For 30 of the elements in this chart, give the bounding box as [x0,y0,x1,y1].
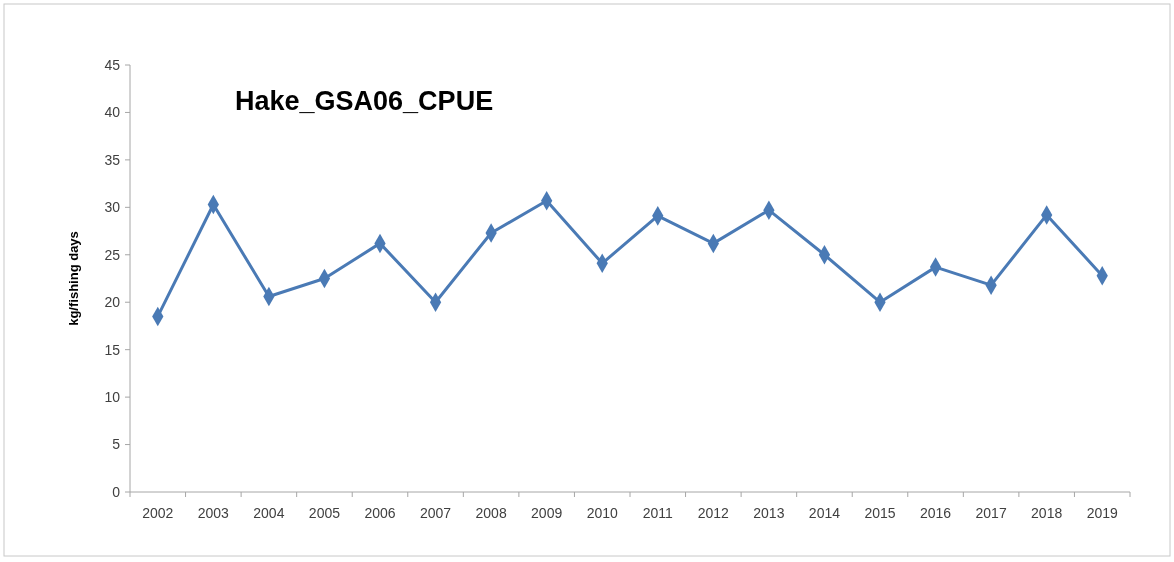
y-axis-title: kg/fishing days [66,231,81,326]
x-tick-label: 2010 [586,505,618,521]
x-tick-label: 2011 [642,505,674,521]
y-tick-label: 20 [104,294,121,311]
y-tick-label: 15 [104,341,121,358]
x-tick-label: 2012 [697,505,730,521]
x-tick-label: 2016 [919,505,952,521]
x-tick-label: 2017 [975,505,1007,521]
text: Hake_GSA06_CPUE [235,86,494,116]
x-tick-label: 2014 [808,505,841,521]
x-tick-label: 2008 [475,505,507,521]
x-tick-label: 2007 [419,505,452,521]
x-tick-label: 2018 [1031,505,1063,521]
y-tick-label: 45 [104,56,121,73]
x-tick-label: 2006 [364,505,396,521]
x-tick-label: 2003 [197,505,230,521]
y-tick-label: 30 [104,199,121,216]
x-tick-label: 2013 [753,505,785,521]
x-tick-label: 2009 [531,505,563,521]
x-tick-label: 2015 [864,505,896,521]
x-tick-label: 2002 [142,505,174,521]
y-tick-label: 10 [104,389,121,406]
y-tick-label: 0 [112,483,121,500]
x-tick-label: 2005 [308,505,341,521]
y-tick-label: 35 [104,151,121,168]
x-tick-label: 2004 [253,505,285,521]
y-tick-label: 25 [104,246,121,263]
y-tick-label: 40 [104,104,121,121]
y-tick-label: 5 [112,436,121,453]
x-tick-label: 2019 [1086,505,1118,521]
